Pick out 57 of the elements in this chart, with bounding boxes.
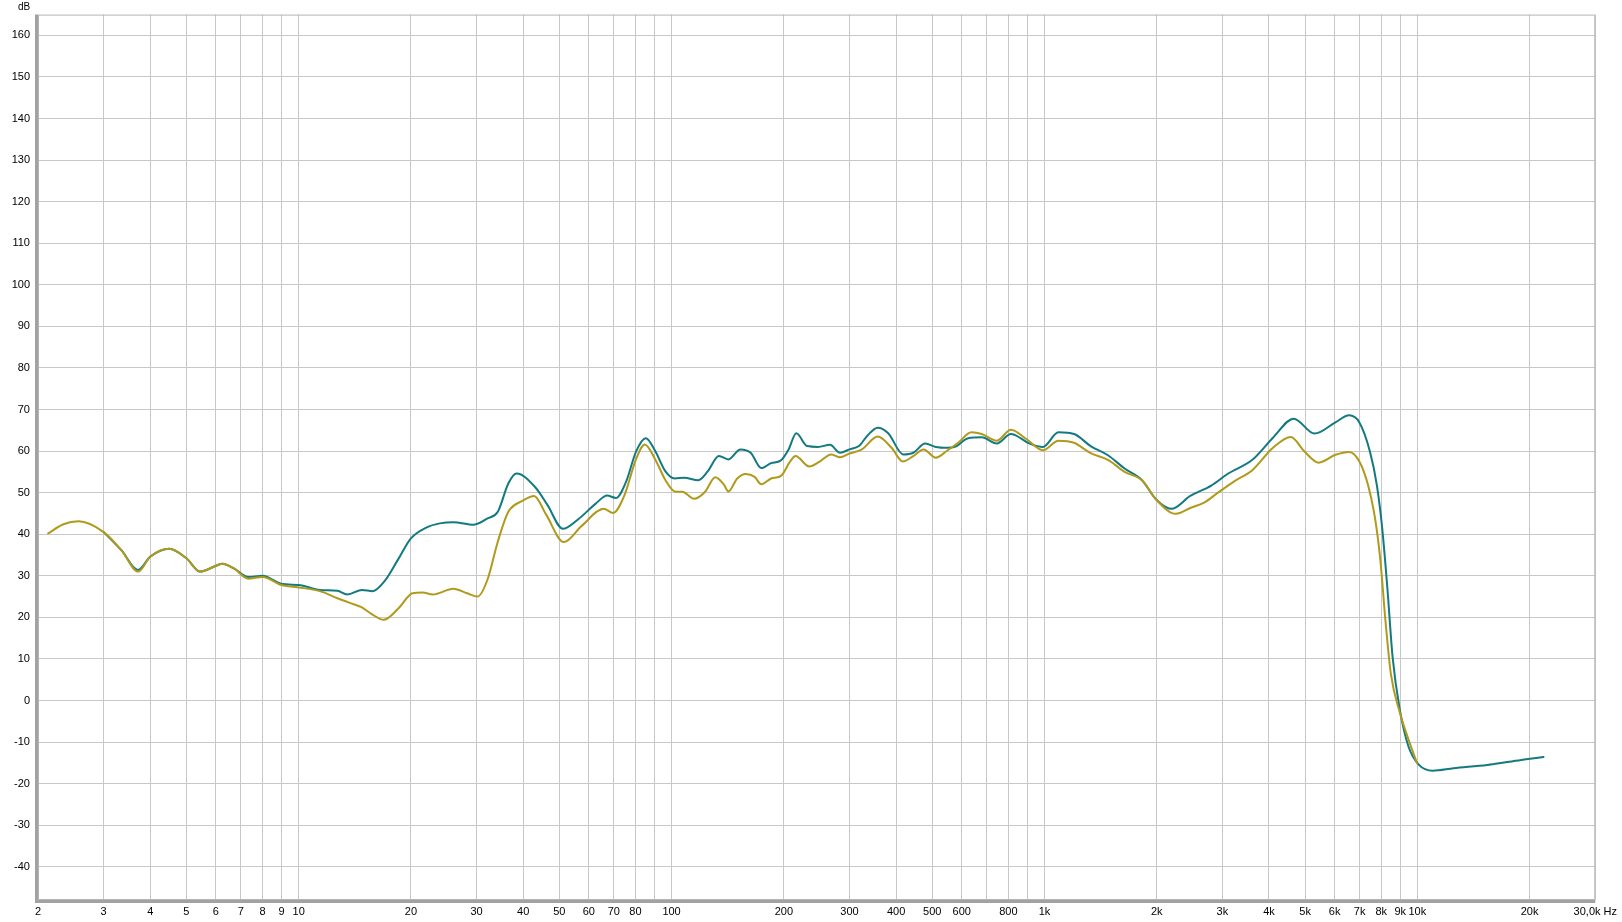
y-tick-label: 60 xyxy=(17,444,30,457)
y-tick-label: 160 xyxy=(11,28,30,41)
y-tick-label: 40 xyxy=(17,527,30,540)
x-tick-label: 50 xyxy=(553,904,566,917)
x-tick-label: 30,0k Hz xyxy=(1573,904,1618,917)
y-tick-label: 20 xyxy=(17,610,30,623)
y-tick-label: -30 xyxy=(14,818,30,831)
y-tick-label: 30 xyxy=(17,568,30,581)
y-tick-label: 120 xyxy=(11,194,30,207)
x-tick-label: 10 xyxy=(292,904,305,917)
x-tick-label: 40 xyxy=(517,904,530,917)
x-tick-label: 800 xyxy=(999,904,1018,917)
x-tick-label: 6 xyxy=(212,904,219,917)
x-tick-label: 3 xyxy=(100,904,107,917)
y-axis-title: dB xyxy=(17,1,31,13)
x-tick-label: 400 xyxy=(886,904,906,917)
y-tick-label: 70 xyxy=(17,402,30,415)
y-tick-label: 130 xyxy=(11,153,30,166)
x-tick-label: 9k xyxy=(1394,904,1407,917)
x-tick-label: 6k xyxy=(1328,904,1341,917)
x-tick-label: 20 xyxy=(404,904,418,917)
y-tick-label: -40 xyxy=(14,859,30,872)
y-tick-label: 150 xyxy=(11,69,30,82)
x-tick-label: 500 xyxy=(923,904,942,917)
x-tick-label: 300 xyxy=(840,904,859,917)
x-tick-label: 30 xyxy=(470,904,483,917)
x-tick-label: 5 xyxy=(183,904,190,917)
y-tick-label: 110 xyxy=(12,236,30,249)
y-tick-label: -20 xyxy=(14,776,30,789)
y-tick-label: 100 xyxy=(11,277,30,290)
y-tick-label: 0 xyxy=(23,693,30,706)
x-tick-label: 4 xyxy=(147,904,154,917)
x-tick-label: 9 xyxy=(278,904,285,917)
x-tick-label: 600 xyxy=(952,904,971,917)
x-tick-label: 1k xyxy=(1038,904,1051,917)
y-tick-label: 80 xyxy=(17,360,30,373)
x-tick-label: 7k xyxy=(1353,904,1366,917)
y-tick-label: 50 xyxy=(17,485,30,498)
x-tick-label: 7 xyxy=(237,904,244,917)
x-tick-label: 70 xyxy=(607,904,620,917)
x-tick-label: 5k xyxy=(1299,904,1312,917)
x-tick-label: 60 xyxy=(582,904,595,917)
x-tick-label: 20k xyxy=(1520,904,1539,917)
x-tick-label: 8 xyxy=(259,904,266,917)
x-tick-label: 200 xyxy=(774,904,793,917)
x-tick-label: 10k xyxy=(1408,904,1427,917)
x-tick-label: 3k xyxy=(1216,904,1229,917)
x-tick-label: 2 xyxy=(34,904,42,917)
y-tick-label: 140 xyxy=(11,111,30,124)
y-tick-label: -10 xyxy=(14,735,30,748)
x-tick-label: 2k xyxy=(1150,904,1164,917)
x-tick-label: 100 xyxy=(662,904,681,917)
x-tick-label: 80 xyxy=(629,904,642,917)
x-tick-label: 8k xyxy=(1375,904,1388,917)
y-tick-label: 90 xyxy=(17,319,30,332)
y-tick-label: 10 xyxy=(17,651,30,664)
x-tick-label: 4k xyxy=(1263,904,1276,917)
